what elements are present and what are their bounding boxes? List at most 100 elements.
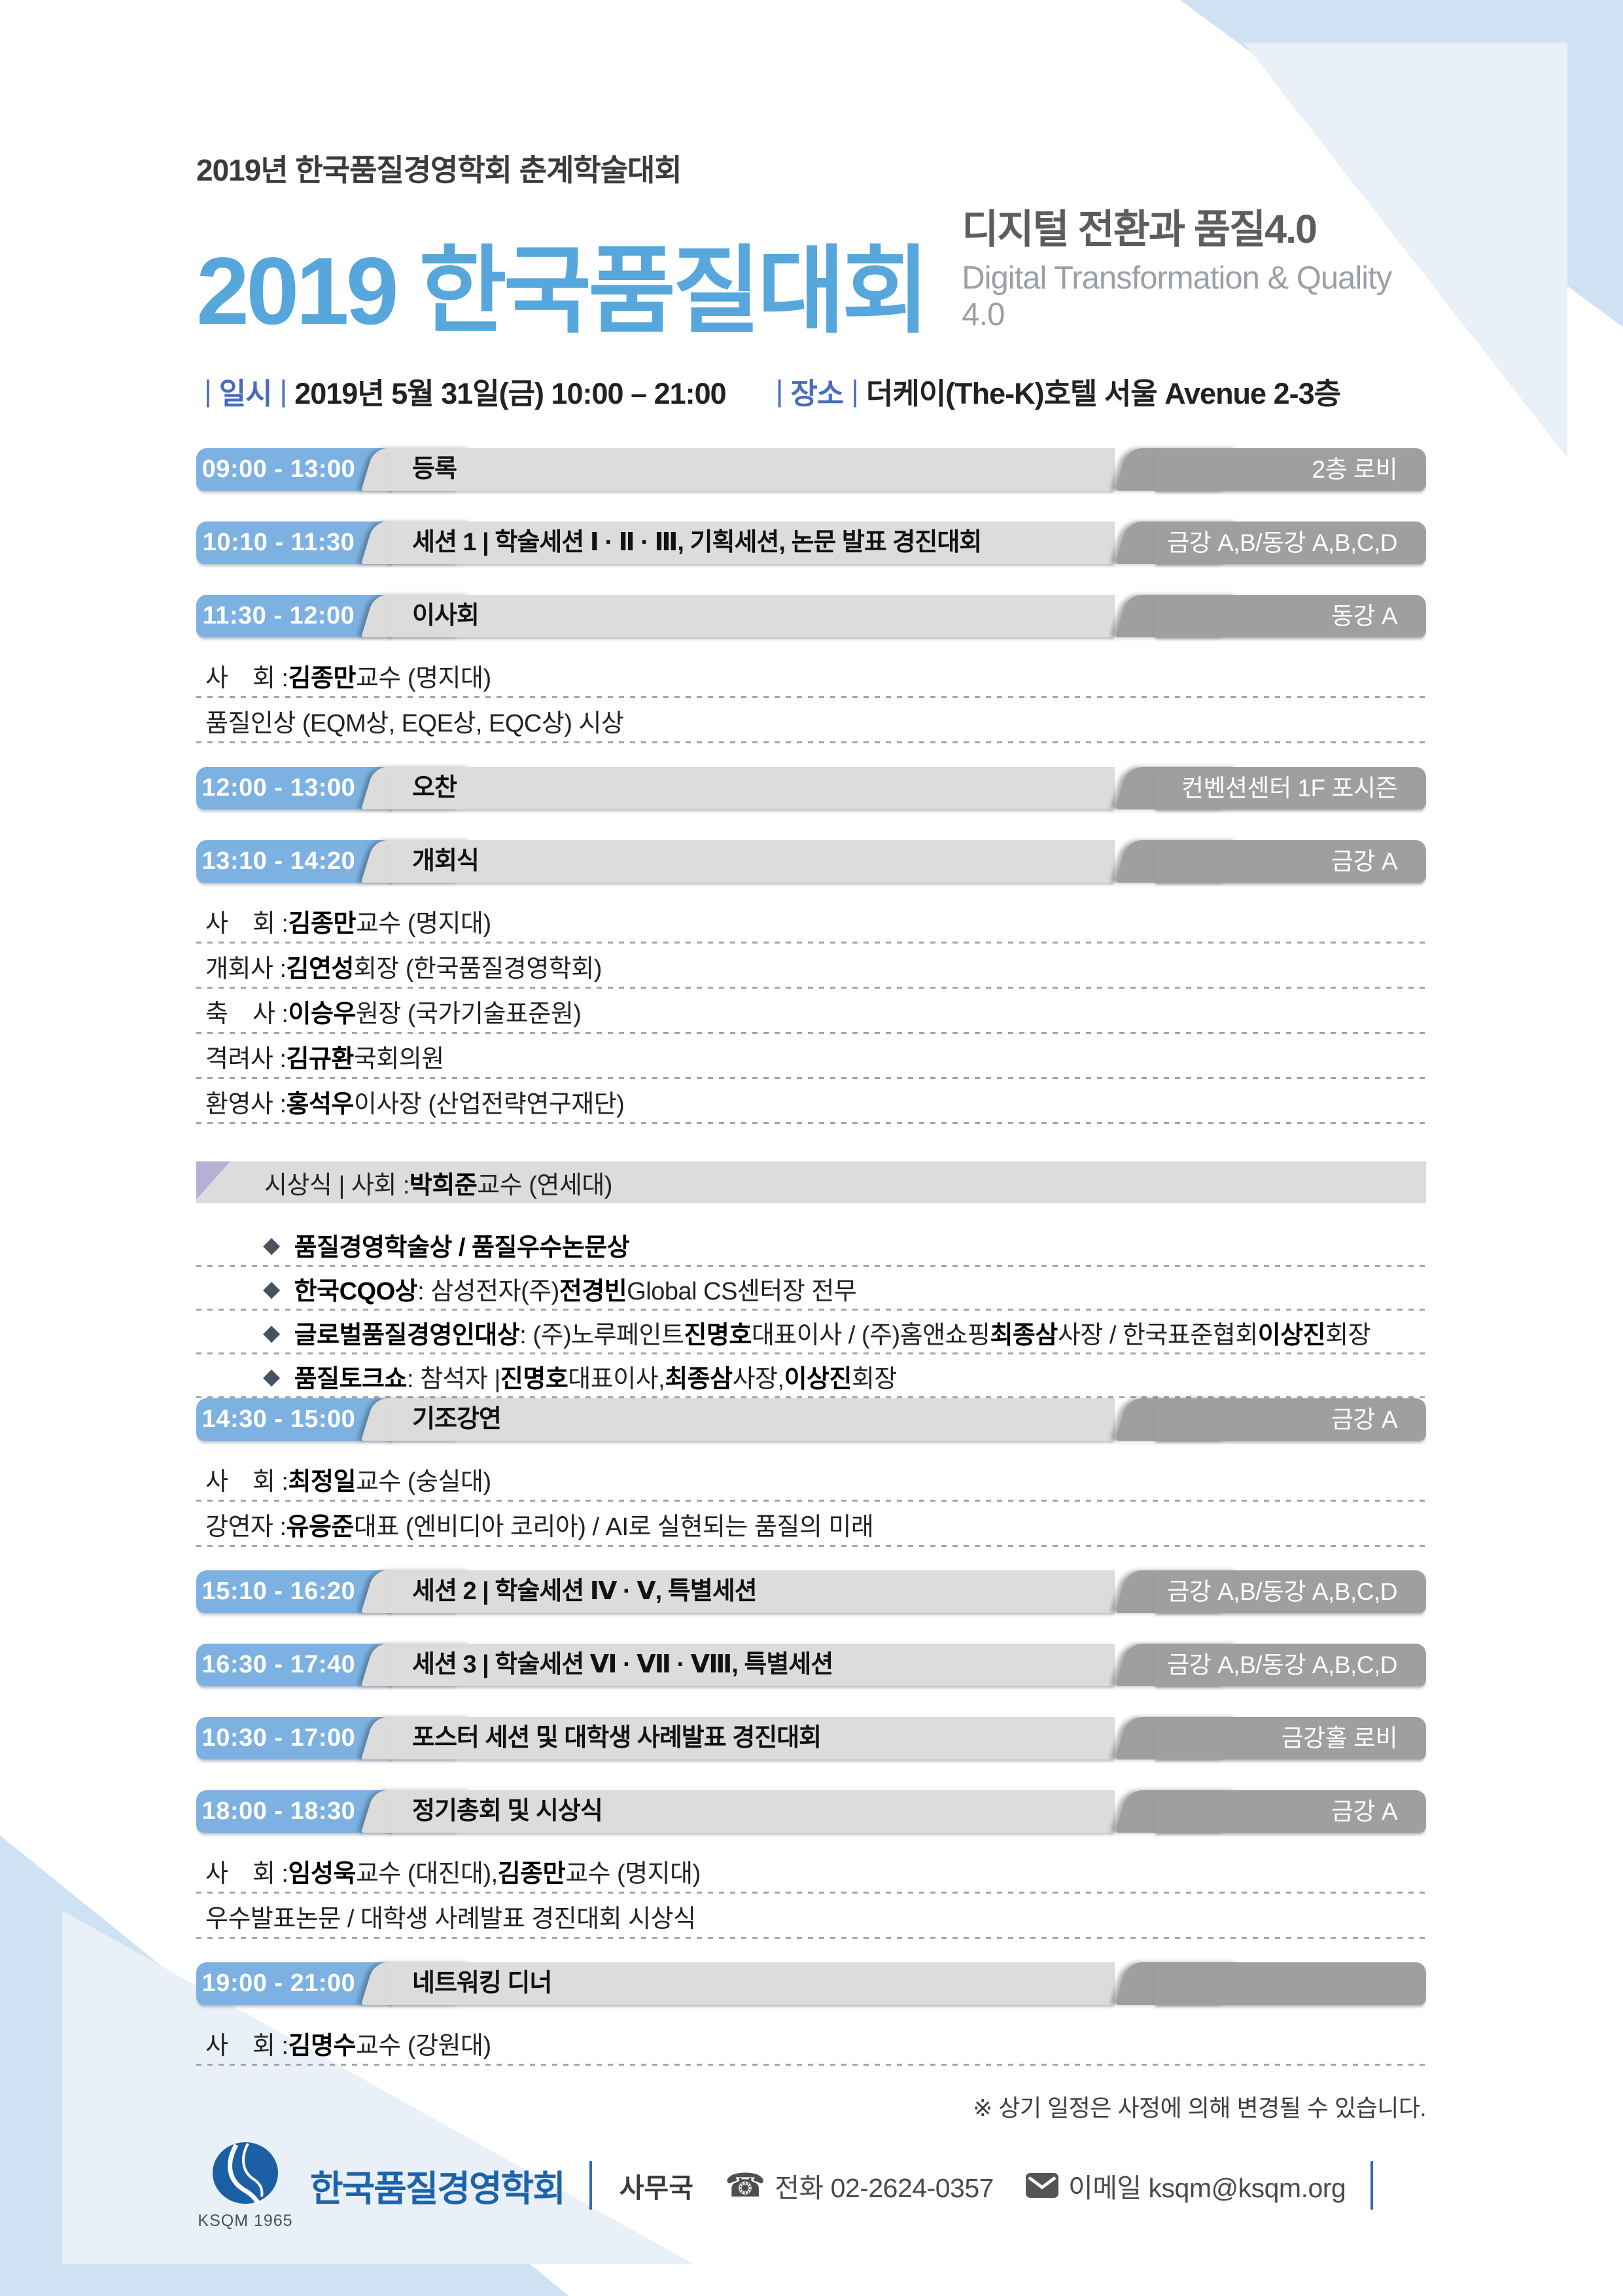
time-label: 12:00 - 13:00 (201, 774, 356, 802)
venue-value: 더케이(The-K)호텔 서울 Avenue 2-3층 (865, 377, 1341, 410)
divider-bar: | (279, 374, 288, 408)
detail-group: 사 회 : 최정일 교수 (숭실대) 강연자 : 유응준 대표 (엔비디아 코리아… (196, 1457, 1426, 1547)
detail-line: 사 회 : 김종만 교수 (명지대) (196, 898, 1426, 944)
text-segment: : 참석자 | (406, 1366, 500, 1393)
bullet-line: ◆ 품질경영학술상 / 품질우수논문상 (196, 1223, 1426, 1267)
phone-number: 02-2624-0357 (830, 2173, 994, 2203)
detail-group: 사 회 : 김명수 교수 (강원대) (196, 2021, 1426, 2066)
session-title: 등록 (412, 455, 457, 483)
divider-bar: | (851, 374, 859, 408)
schedule-row: 10:30 - 17:00 포스터 세션 및 대학생 사례발표 경진대회 금강홀 로… (196, 1717, 1426, 1759)
text-segment: 사 회 : (205, 910, 288, 938)
bold-name: 최종삼 (990, 1322, 1058, 1349)
subtitle-english: Digital Transformation & Quality 4.0 (962, 260, 1392, 332)
schedule-row: 18:00 - 18:30 정기총회 및 시상식 금강 A (196, 1790, 1426, 1833)
pre-title: 2019년 한국품질경영학회 춘계학술대회 (196, 153, 682, 187)
room-label: 금강 A,B/동강 A,B,C,D (1167, 1651, 1397, 1678)
ksqm-logo-icon (213, 2142, 278, 2205)
detail-line: 개회사 : 김연성 회장 (한국품질경영학회) (196, 944, 1426, 989)
session-chip: 정기총회 및 시상식 (361, 1790, 1115, 1833)
text-segment: 사 회 : (205, 2032, 288, 2060)
diamond-icon: ◆ (263, 1320, 280, 1345)
text-segment: 국회의원 (353, 1046, 444, 1073)
text-segment: 교수 (연세대) (477, 1171, 612, 1199)
phone-text: 전화 02-2624-0357 (775, 2166, 994, 2205)
text-segment: 환영사 : (205, 1091, 287, 1118)
schedule-row: 09:00 - 13:00 등록 2층 로비 (196, 448, 1426, 491)
room-chip: 금강 A,B/동강 A,B,C,D (1115, 1644, 1426, 1686)
email-address: ksqm@ksqm.org (1148, 2173, 1346, 2203)
detail-group: 사 회 : 김종만 교수 (명지대) 개회사 : 김연성 회장 (한국품질경영학회… (196, 898, 1426, 1124)
time-chip: 16:30 - 17:40 (196, 1644, 393, 1686)
text-segment: 품질인상 (EQM상, EQE상, EQC상) 시상 (205, 710, 624, 737)
logo-caption: KSQM 1965 (198, 2212, 293, 2230)
schedule-area: 09:00 - 13:00 등록 2층 로비 10:10 - 11:30 세션 1 | … (196, 448, 1427, 2231)
phone-label: 전화 (775, 2173, 824, 2203)
time-label: 09:00 - 13:00 (201, 455, 356, 483)
session-title: 오찬 (412, 774, 457, 802)
session-title: 포스터 세션 및 대학생 사례발표 경진대회 (412, 1724, 822, 1752)
time-chip: 15:10 - 16:20 (196, 1570, 393, 1613)
text-segment: 격려사 : (205, 1046, 287, 1073)
detail-line: 사 회 : 임성욱 교수 (대진대), 김종만 교수 (명지대) (196, 1848, 1426, 1894)
bold-name: 임성욱 (288, 1860, 357, 1888)
room-label: 2층 로비 (1312, 456, 1398, 483)
time-chip: 13:10 - 14:20 (196, 840, 393, 883)
room-chip: 금강 A,B/동강 A,B,C,D (1115, 1570, 1426, 1613)
bold-name: 김종만 (497, 1860, 566, 1888)
room-chip: 금강 A,B/동강 A,B,C,D (1115, 521, 1426, 564)
room-label: 컨벤션센터 1F 포시즌 (1181, 775, 1398, 802)
text-segment: 교수 (명지대) (565, 1860, 701, 1888)
detail-line: 우수발표논문 / 대학생 사례발표 경진대회 시상식 (196, 1894, 1426, 1939)
time-label: 16:30 - 17:40 (201, 1651, 356, 1678)
detail-line: 격려사 : 김규환 국회의원 (196, 1034, 1426, 1079)
subtitle-block: 디지털 전환과 품질4.0 Digital Transformation & Q… (962, 196, 1426, 341)
award-header: 시상식 | 사회 : 박희준 교수 (연세대) (196, 1161, 1426, 1203)
text-segment: 회장 (851, 1366, 897, 1393)
text-segment: 사 회 : (205, 1860, 288, 1888)
footer-divider-bar (589, 2161, 592, 2210)
text-segment: : 삼성전자(주) (417, 1278, 559, 1305)
bold-name: 박희준 (409, 1171, 478, 1199)
schedule-row: 19:00 - 21:00 네트워킹 디너 (196, 1962, 1426, 2005)
ksqm-logo: KSQM 1965 (196, 2140, 294, 2231)
text-segment: 축 사 : (205, 1000, 288, 1028)
bold-name: 진명호 (684, 1322, 752, 1349)
page-title: 2019 한국품질대회 (196, 238, 930, 345)
session-chip: 세션 3 | 학술세션 Ⅵ · Ⅶ · Ⅷ, 특별세션 (361, 1644, 1115, 1686)
session-title: 개회식 (412, 847, 480, 875)
detail-line: 축 사 : 이승우 원장 (국가기술표준원) (196, 989, 1426, 1034)
date-value: 2019년 5월 31일(금) 10:00 – 21:00 (294, 377, 726, 410)
session-chip: 세션 2 | 학술세션 Ⅳ · Ⅴ, 특별세션 (361, 1570, 1115, 1613)
text-segment: Global CS센터장 전무 (627, 1278, 857, 1305)
time-label: 15:10 - 16:20 (201, 1578, 356, 1605)
text-segment: 대표이사 / (주)홈앤쇼핑 (751, 1322, 990, 1349)
bold-name: 최정일 (288, 1468, 357, 1496)
room-chip: 금강홀 로비 (1115, 1717, 1426, 1759)
room-chip: 금강 A (1115, 1398, 1426, 1441)
time-label: 11:30 - 12:00 (202, 602, 355, 629)
room-label: 금강 A,B/동강 A,B,C,D (1167, 1578, 1397, 1605)
date-venue-line: | 일시 | 2019년 5월 31일(금) 10:00 – 21:00 | 장… (196, 370, 1426, 412)
time-chip: 11:30 - 12:00 (196, 595, 393, 637)
phone-icon: ☎ (724, 2167, 766, 2204)
time-label: 14:30 - 15:00 (201, 1405, 356, 1433)
time-chip: 18:00 - 18:30 (196, 1790, 393, 1833)
room-label: 동강 A (1331, 603, 1398, 629)
time-label: 10:30 - 17:00 (201, 1724, 356, 1752)
time-chip: 12:00 - 13:00 (196, 767, 393, 809)
title-line: 2019 한국품질대회 디지털 전환과 품질4.0 Digital Transf… (196, 196, 1426, 341)
venue-label: 장소 (790, 377, 844, 410)
text-segment: 강연자 : (205, 1513, 287, 1541)
bold-name: 전경빈 (559, 1278, 627, 1305)
organization-name: 한국품질경영학회 (310, 2168, 566, 2209)
room-label: 금강 A (1331, 848, 1398, 875)
schedule-list: 09:00 - 13:00 등록 2층 로비 10:10 - 11:30 세션 1 | … (196, 448, 1426, 2066)
session-title: 세션 3 | 학술세션 Ⅵ · Ⅶ · Ⅷ, 특별세션 (412, 1651, 833, 1678)
time-chip: 10:10 - 11:30 (196, 521, 393, 564)
divider-bar: | (775, 374, 784, 408)
text-segment: 우수발표논문 / 대학생 사례발표 경진대회 시상식 (205, 1905, 696, 1933)
bold-name: 최종삼 (665, 1366, 733, 1393)
session-chip: 세션 1 | 학술세션 Ⅰ · Ⅱ · Ⅲ, 기획세션, 논문 발표 경진대회 (361, 521, 1115, 564)
session-chip: 이사회 (361, 595, 1115, 637)
